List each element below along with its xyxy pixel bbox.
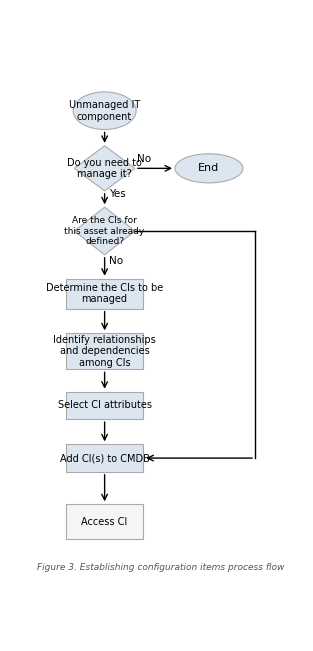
FancyBboxPatch shape <box>66 333 143 369</box>
Text: Do you need to
manage it?: Do you need to manage it? <box>67 158 142 179</box>
Text: No: No <box>110 256 124 266</box>
Ellipse shape <box>73 92 136 130</box>
FancyBboxPatch shape <box>66 392 143 419</box>
Text: No: No <box>137 154 151 164</box>
FancyBboxPatch shape <box>66 279 143 309</box>
Polygon shape <box>74 146 135 191</box>
Text: Access CI: Access CI <box>81 517 128 527</box>
Text: Identify relationships
and dependencies
among CIs: Identify relationships and dependencies … <box>53 335 156 368</box>
Polygon shape <box>74 207 135 255</box>
Text: End: End <box>198 163 219 173</box>
FancyBboxPatch shape <box>66 444 143 472</box>
Text: Add CI(s) to CMDB: Add CI(s) to CMDB <box>60 453 150 463</box>
Text: Unmanaged IT
component: Unmanaged IT component <box>69 100 140 122</box>
Text: Select CI attributes: Select CI attributes <box>58 400 151 410</box>
Ellipse shape <box>175 154 243 183</box>
Text: Are the CIs for
this asset already
defined?: Are the CIs for this asset already defin… <box>64 216 145 246</box>
Text: Determine the CIs to be
managed: Determine the CIs to be managed <box>46 283 163 305</box>
FancyBboxPatch shape <box>66 504 143 539</box>
Text: Figure 3. Establishing configuration items process flow: Figure 3. Establishing configuration ite… <box>37 563 284 572</box>
Text: Yes: Yes <box>110 189 126 199</box>
